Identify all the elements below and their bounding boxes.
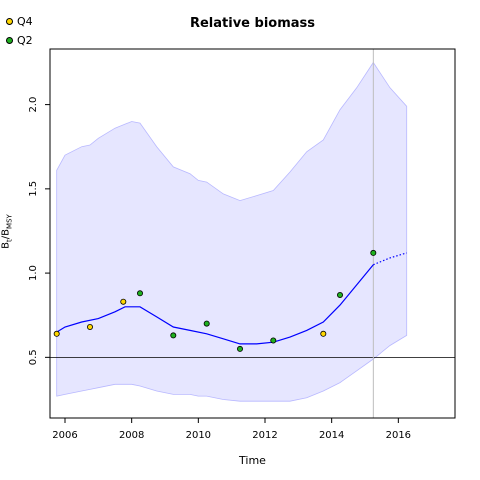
y-tick-label: 0.5 <box>28 349 39 365</box>
data-point-q4 <box>53 330 60 337</box>
data-point-q2 <box>370 249 377 256</box>
forecast-line <box>373 252 407 266</box>
data-point-q4 <box>320 330 327 337</box>
data-point-q4 <box>120 298 127 305</box>
estimate-line <box>56 264 374 345</box>
y-axis-label-main: B <box>0 241 12 249</box>
x-tick-label: 2006 <box>52 430 77 441</box>
legend-label-q2: Q2 <box>17 34 33 47</box>
plot-frame <box>49 48 456 419</box>
y-tick-label: 1.0 <box>28 265 39 281</box>
confidence-band <box>56 61 408 402</box>
y-tick-label: 1.5 <box>28 181 39 197</box>
legend: Q4 Q2 <box>6 12 33 50</box>
y-tick-label: 2.0 <box>28 97 39 113</box>
data-point-q2 <box>170 332 177 339</box>
x-tick-label: 2014 <box>319 430 344 441</box>
data-point-q2 <box>270 337 277 344</box>
y-axis-label: Bt/BMSY <box>1 187 14 277</box>
chart-title: Relative biomass <box>189 16 316 31</box>
data-point-q2 <box>203 320 210 327</box>
y-axis-label-sub1: t <box>5 239 14 242</box>
y-axis-label-sep: /B <box>0 228 12 240</box>
x-axis-label: Time <box>239 454 266 467</box>
data-point-q4 <box>87 323 94 330</box>
legend-marker-q2 <box>6 37 13 44</box>
legend-item-q4: Q4 <box>6 12 33 31</box>
data-point-q2 <box>236 345 243 352</box>
data-point-q2 <box>336 291 343 298</box>
legend-marker-q4 <box>6 18 13 25</box>
legend-label-q4: Q4 <box>17 15 33 28</box>
x-tick-label: 2012 <box>252 430 277 441</box>
x-tick-label: 2008 <box>119 430 144 441</box>
x-tick-label: 2010 <box>186 430 211 441</box>
y-axis-label-sub2: MSY <box>5 214 14 229</box>
data-point-q2 <box>136 290 143 297</box>
legend-item-q2: Q2 <box>6 31 33 50</box>
x-tick-label: 2016 <box>386 430 411 441</box>
